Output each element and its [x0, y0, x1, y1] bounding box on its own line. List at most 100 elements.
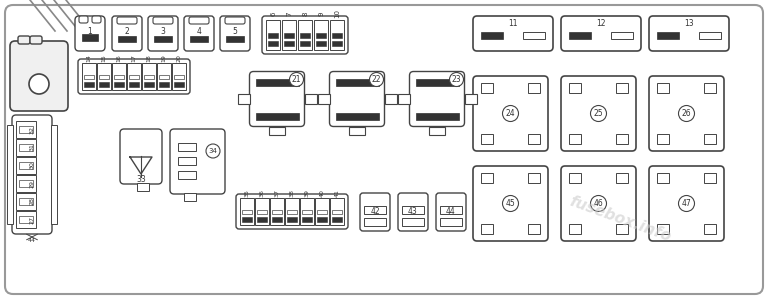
- FancyBboxPatch shape: [220, 16, 250, 51]
- FancyBboxPatch shape: [92, 16, 101, 23]
- Bar: [332, 217, 342, 222]
- Bar: [385, 94, 396, 104]
- Text: 12: 12: [596, 19, 606, 28]
- Bar: [257, 217, 267, 222]
- Bar: [84, 82, 94, 87]
- Bar: [528, 83, 540, 93]
- Bar: [257, 210, 267, 214]
- FancyBboxPatch shape: [153, 17, 173, 24]
- Text: 31: 31: [29, 144, 35, 151]
- Bar: [528, 173, 540, 183]
- Bar: [402, 218, 424, 226]
- Bar: [300, 198, 314, 225]
- Bar: [154, 36, 172, 42]
- Text: 17: 17: [131, 54, 137, 62]
- Bar: [481, 224, 493, 234]
- FancyBboxPatch shape: [329, 71, 385, 126]
- Bar: [129, 75, 139, 79]
- Bar: [481, 173, 493, 183]
- Text: 22: 22: [372, 75, 381, 84]
- Bar: [287, 217, 297, 222]
- Bar: [302, 210, 312, 214]
- FancyBboxPatch shape: [561, 76, 636, 151]
- Bar: [332, 41, 342, 46]
- Bar: [99, 75, 109, 79]
- Bar: [237, 94, 250, 104]
- Circle shape: [591, 106, 607, 121]
- FancyBboxPatch shape: [649, 76, 724, 151]
- Bar: [16, 211, 36, 228]
- Bar: [114, 82, 124, 87]
- Bar: [82, 34, 98, 41]
- Bar: [330, 198, 344, 225]
- Text: 30: 30: [29, 161, 35, 170]
- Bar: [266, 20, 280, 50]
- Bar: [157, 63, 171, 90]
- Text: 42: 42: [370, 208, 380, 216]
- Text: 27: 27: [29, 216, 35, 223]
- Text: 45: 45: [505, 199, 515, 208]
- Bar: [298, 20, 312, 50]
- Bar: [178, 171, 196, 179]
- Bar: [415, 112, 458, 120]
- Text: 15: 15: [101, 54, 107, 62]
- Bar: [657, 32, 679, 39]
- Text: 21: 21: [292, 75, 301, 84]
- Bar: [398, 94, 409, 104]
- Bar: [523, 32, 545, 39]
- Bar: [657, 83, 669, 93]
- Text: 3: 3: [161, 27, 165, 36]
- Circle shape: [29, 74, 49, 94]
- Text: 7: 7: [286, 12, 292, 16]
- Bar: [272, 210, 282, 214]
- Text: 25: 25: [594, 109, 604, 118]
- Bar: [270, 198, 284, 225]
- Bar: [317, 210, 327, 214]
- Text: 1: 1: [88, 28, 92, 36]
- Bar: [242, 217, 252, 222]
- FancyBboxPatch shape: [75, 16, 105, 51]
- FancyBboxPatch shape: [649, 16, 729, 51]
- FancyBboxPatch shape: [189, 17, 209, 24]
- Bar: [402, 206, 424, 214]
- Bar: [611, 32, 633, 39]
- Bar: [240, 198, 254, 225]
- Circle shape: [502, 106, 518, 121]
- Bar: [704, 134, 716, 144]
- Bar: [190, 36, 208, 42]
- Text: 44: 44: [28, 237, 36, 242]
- Bar: [332, 33, 342, 38]
- Bar: [415, 79, 458, 86]
- Bar: [242, 210, 252, 214]
- Bar: [19, 198, 33, 205]
- FancyBboxPatch shape: [649, 166, 724, 241]
- Bar: [129, 82, 139, 87]
- Bar: [272, 217, 282, 222]
- FancyBboxPatch shape: [398, 193, 428, 231]
- FancyBboxPatch shape: [561, 16, 641, 51]
- Bar: [349, 126, 365, 135]
- Bar: [19, 126, 33, 133]
- Text: 29: 29: [29, 179, 35, 187]
- Circle shape: [678, 196, 694, 211]
- Bar: [16, 175, 36, 192]
- Bar: [657, 224, 669, 234]
- Text: 9: 9: [318, 12, 324, 16]
- Text: 14: 14: [87, 54, 91, 62]
- Bar: [481, 83, 493, 93]
- Bar: [616, 224, 628, 234]
- FancyBboxPatch shape: [5, 5, 763, 294]
- Text: 44: 44: [446, 208, 456, 216]
- Bar: [315, 198, 329, 225]
- Bar: [282, 20, 296, 50]
- Bar: [174, 82, 184, 87]
- Bar: [16, 193, 36, 210]
- FancyBboxPatch shape: [360, 193, 390, 231]
- Bar: [127, 63, 141, 90]
- Bar: [616, 173, 628, 183]
- Bar: [429, 126, 445, 135]
- FancyBboxPatch shape: [120, 129, 162, 184]
- Text: 10: 10: [334, 10, 340, 19]
- Bar: [19, 180, 33, 187]
- Text: 41: 41: [335, 189, 339, 197]
